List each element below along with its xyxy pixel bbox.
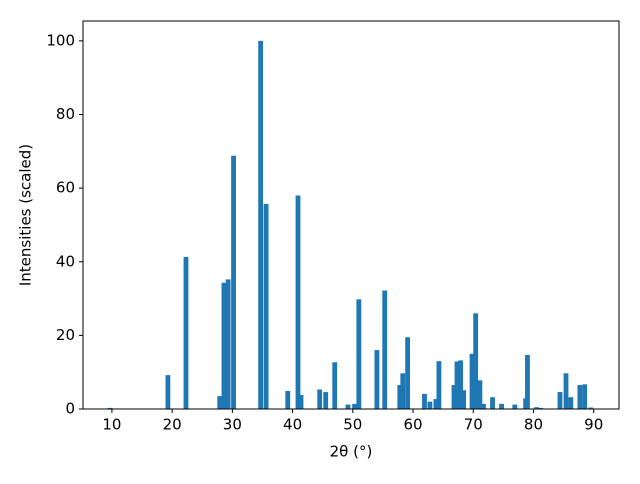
bar [436,361,442,409]
bar [534,407,539,409]
bar [221,282,227,409]
bar [165,375,171,409]
y-tick-label: 0 [65,400,75,418]
bar [345,404,351,409]
bar [374,350,380,409]
bar [263,203,269,409]
bar [577,385,583,409]
y-tick-label: 80 [56,105,75,123]
x-axis-label: 2θ (°) [330,443,373,461]
x-tick-label: 10 [102,416,121,434]
bar [481,403,486,409]
bar [400,373,406,409]
bar [422,393,427,409]
x-tick-label: 90 [584,416,603,434]
bar [356,299,362,409]
bar [461,390,467,409]
bar [231,155,236,409]
y-tick-label: 100 [46,31,75,49]
bar [563,373,569,409]
bar [469,353,475,409]
y-tick-label: 60 [56,179,75,197]
bar [323,392,329,409]
bar [451,385,457,409]
bar [405,337,411,409]
y-tick-label: 40 [56,252,75,270]
bar [538,407,544,409]
bar [298,395,304,409]
y-tick-label: 20 [56,326,75,344]
bar [183,256,189,409]
plot-frame [82,20,620,410]
bar [107,407,113,409]
bar [557,392,563,409]
bar [285,390,291,409]
bar [332,362,338,409]
bar [352,403,358,409]
x-tick-label: 80 [524,416,543,434]
x-tick-label: 60 [403,416,422,434]
bar [499,403,504,409]
bar [454,361,460,409]
bar [473,313,479,409]
x-tick-label: 70 [464,416,483,434]
bar [397,385,403,409]
bar [427,401,433,409]
x-tick-label: 40 [283,416,302,434]
bar [512,404,518,409]
bar [225,279,231,409]
bar [217,396,223,409]
bar [382,290,388,409]
bar [477,380,483,409]
bar [588,407,594,409]
x-tick-label: 50 [343,416,362,434]
y-axis-label: Intensities (scaled) [17,144,35,286]
bar [258,40,264,409]
bar [317,389,323,409]
x-tick-label: 30 [223,416,242,434]
x-tick-label: 20 [163,416,182,434]
bar [458,360,464,409]
bar [582,384,588,409]
bar [490,397,495,409]
bar [295,195,301,409]
bar [433,399,439,409]
bar [525,354,530,409]
bar [568,397,574,409]
